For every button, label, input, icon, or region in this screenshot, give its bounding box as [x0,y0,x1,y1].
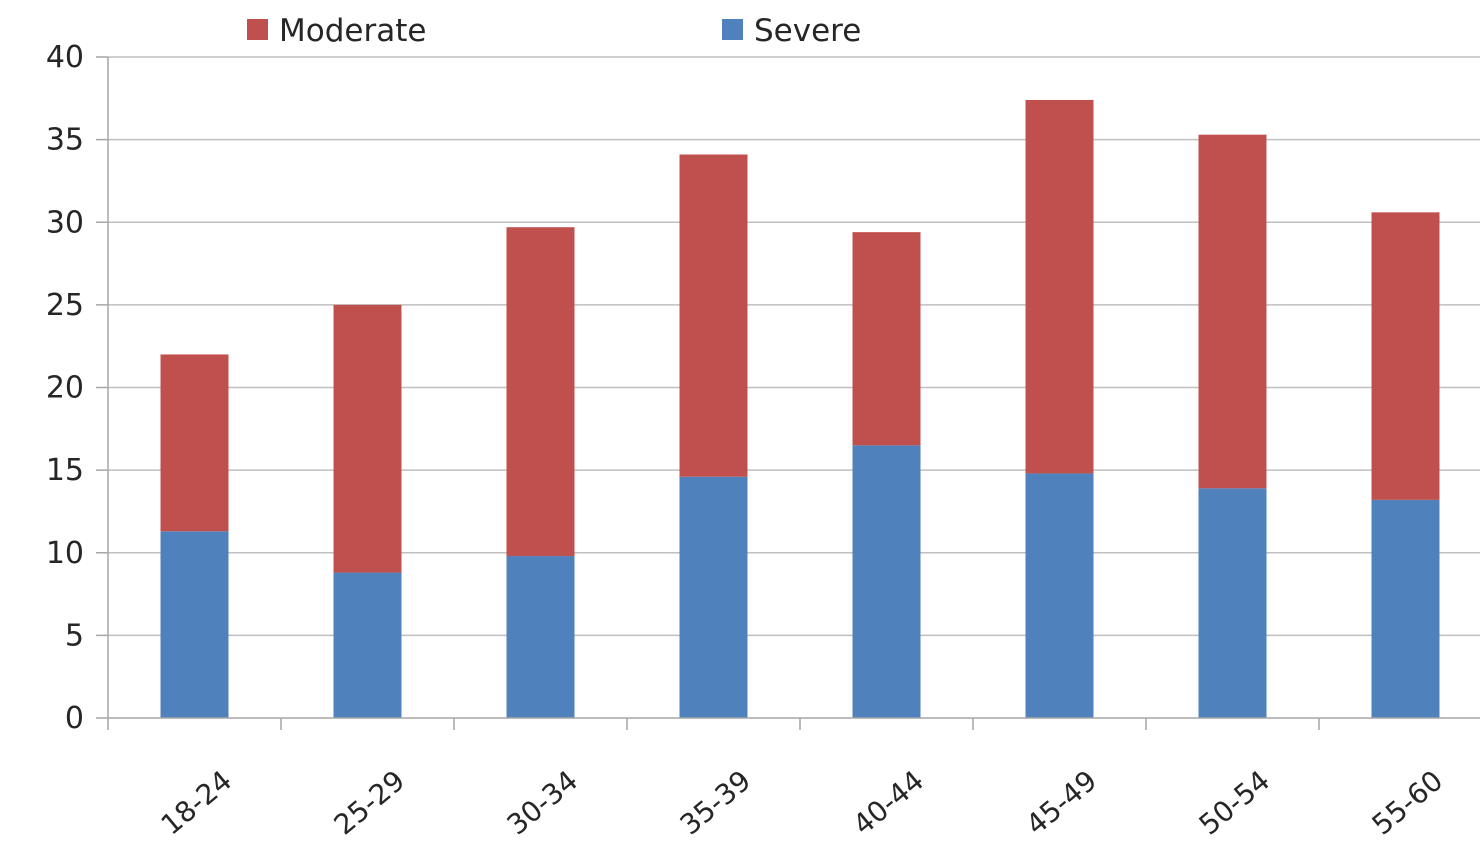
x-tick-label: 40-44 [847,764,931,842]
bar-severe-45-49 [1025,473,1094,718]
bar-severe-35-39 [679,476,748,718]
gridlines [108,56,1480,637]
y-tick-label: 0 [65,701,84,736]
bar-moderate-30-34 [506,227,575,557]
y-tick-label: 20 [46,371,84,406]
x-axis-ticks: 18-24 25-29 30-34 35-39 40-44 45-49 50-54 55-60 [155,764,1450,842]
legend-swatch-severe [722,19,743,40]
bar-severe-55-60 [1371,499,1440,718]
bar-severe-25-29 [333,572,402,718]
x-tick-label: 55-60 [1366,764,1450,842]
x-tick-label: 45-49 [1020,764,1104,842]
bar-severe-50-54 [1198,488,1267,718]
bar-moderate-45-49 [1025,99,1094,474]
bar-moderate-18-24 [160,354,229,532]
legend-label-severe: Severe [754,13,861,49]
legend-label-moderate: Moderate [279,13,426,49]
x-tick-label: 18-24 [155,764,239,842]
y-tick-label: 25 [46,288,84,323]
bar-moderate-40-44 [852,232,921,446]
x-tick-label: 30-34 [501,764,585,842]
bars [160,99,1440,718]
y-tick-label: 40 [46,40,84,75]
bar-severe-30-34 [506,556,575,718]
legend-swatch-moderate [247,19,268,40]
y-axis-ticks: 0 5 10 15 20 25 30 35 40 [46,40,84,736]
bar-moderate-55-60 [1371,212,1440,500]
x-tick-label: 25-29 [328,764,412,842]
y-tick-label: 15 [46,453,84,488]
bar-moderate-50-54 [1198,134,1267,489]
bar-moderate-25-29 [333,304,402,573]
y-tick-label: 30 [46,205,84,240]
y-tick-label: 35 [46,123,84,158]
x-tick-label: 50-54 [1193,764,1277,842]
bar-severe-18-24 [160,531,229,718]
x-tick-label: 35-39 [674,764,758,842]
bar-moderate-35-39 [679,154,748,477]
y-tick-label: 10 [46,536,84,571]
y-tick-label: 5 [65,618,84,653]
bar-severe-40-44 [852,445,921,718]
axes [96,56,1480,730]
legend: Moderate Severe [247,13,861,49]
